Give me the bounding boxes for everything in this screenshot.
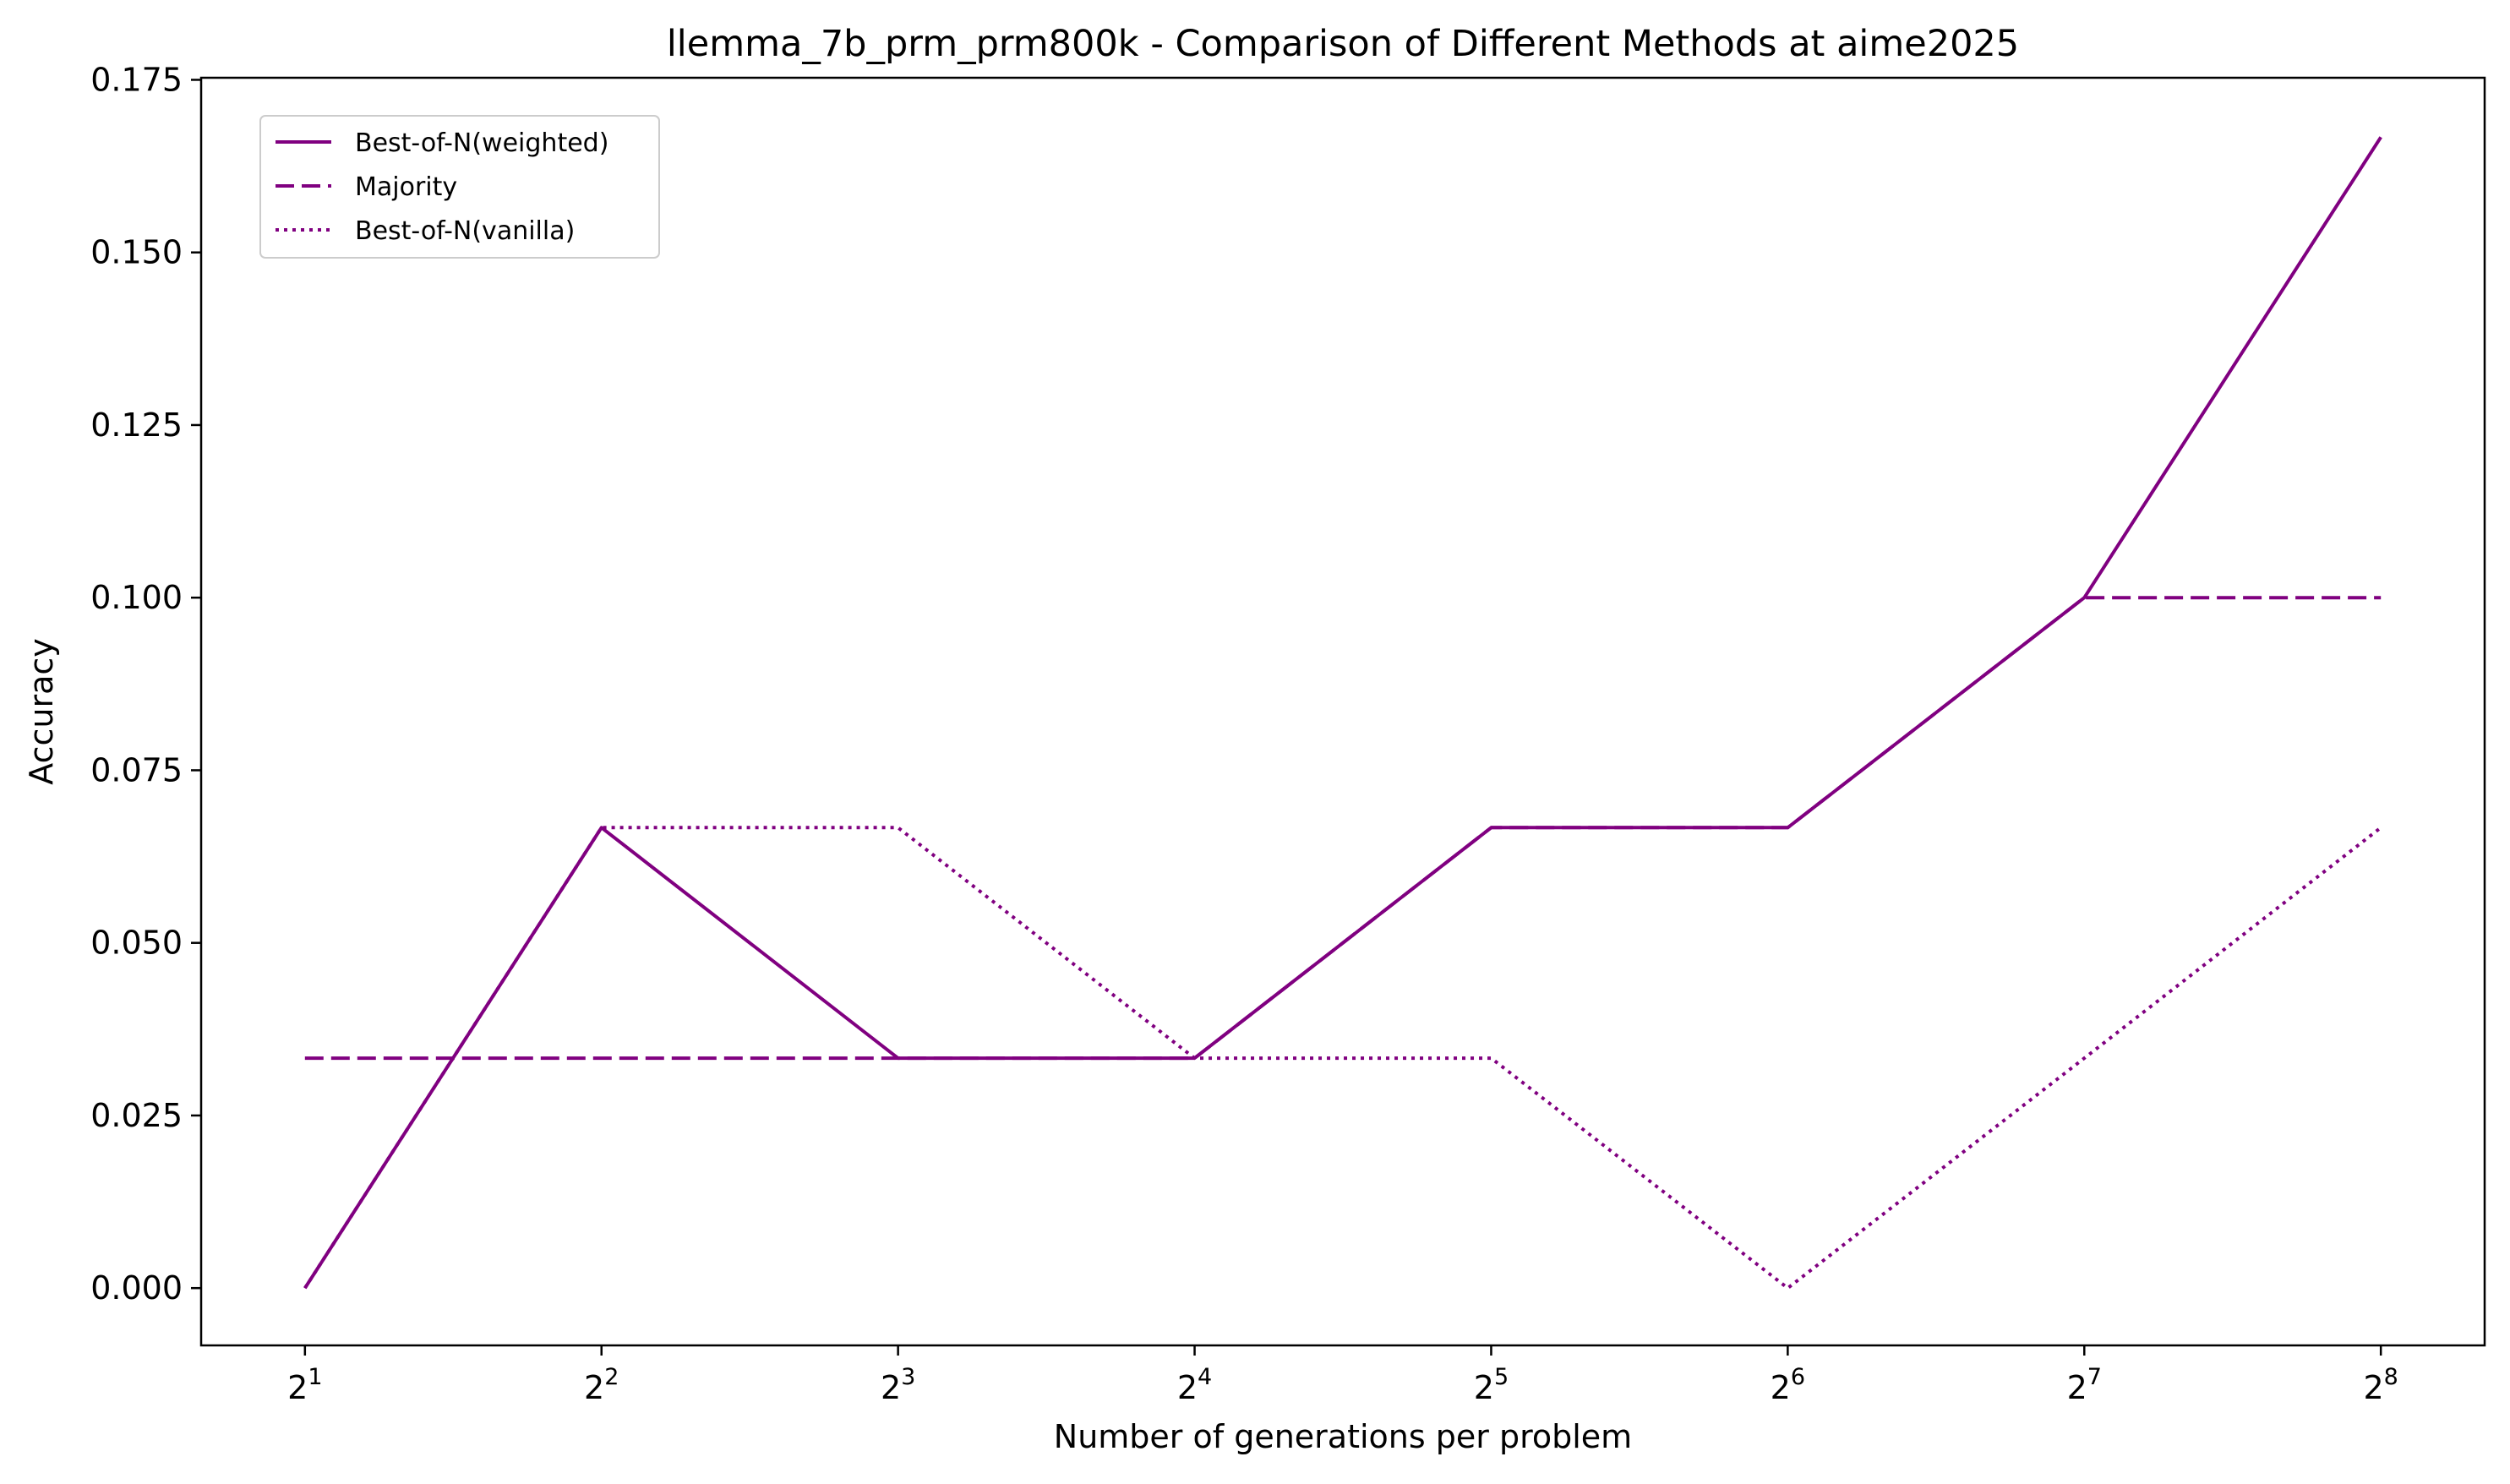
y-tick-label: 0.150	[90, 234, 183, 271]
x-tick-label: 21	[287, 1364, 322, 1406]
x-axis-label: Number of generations per problem	[1054, 1418, 1632, 1455]
x-tick-label: 28	[2363, 1364, 2398, 1406]
legend-label: Majority	[355, 172, 457, 202]
y-tick-label: 0.000	[90, 1269, 183, 1307]
legend-label: Best-of-N(weighted)	[355, 128, 608, 158]
legend-label: Best-of-N(vanilla)	[355, 216, 575, 246]
plot-frame	[199, 76, 2486, 1347]
x-tick-label: 23	[881, 1364, 915, 1406]
y-axis-label: Accuracy	[23, 638, 60, 785]
x-tick-label: 22	[584, 1364, 619, 1406]
legend-frame	[259, 115, 660, 259]
x-tick-label: 25	[1474, 1364, 1509, 1406]
y-tick-label: 0.050	[90, 925, 183, 962]
legend: Best-of-N(weighted) Majority Best-of-N(van…	[259, 115, 660, 259]
y-tick-label: 0.075	[90, 751, 183, 788]
y-tick-label: 0.175	[90, 61, 183, 98]
x-tick-label: 26	[1771, 1364, 1805, 1406]
y-tick-label: 0.025	[90, 1097, 183, 1134]
x-tick-label: 24	[1177, 1364, 1212, 1406]
chart-title: llemma_7b_prm_prm800k - Comparison of Di…	[667, 23, 2019, 65]
y-tick-label: 0.100	[90, 579, 183, 616]
series-line-2	[304, 596, 2382, 1061]
y-tick-label: 0.125	[90, 406, 183, 444]
x-tick-label: 27	[2067, 1364, 2102, 1406]
